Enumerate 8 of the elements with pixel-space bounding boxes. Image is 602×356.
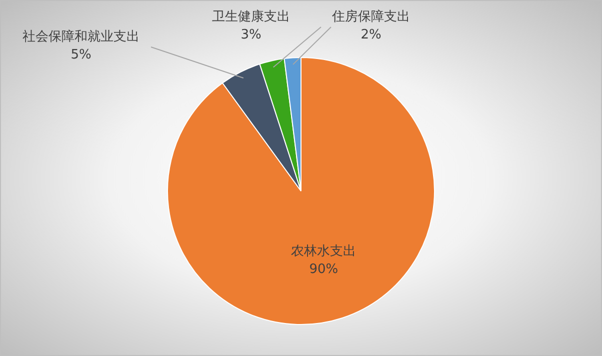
slice-label: 农林水支出 <box>291 244 356 260</box>
slice-label: 住房保障支出 <box>331 8 410 24</box>
slice-label: 社会保障和就业支出 <box>22 29 140 44</box>
data-label: 3% <box>240 27 262 42</box>
data-label: 90% <box>309 262 338 278</box>
slice-label: 卫生健康支出 <box>212 9 290 24</box>
data-label: 2% <box>360 27 382 42</box>
data-label: 5% <box>70 47 92 62</box>
